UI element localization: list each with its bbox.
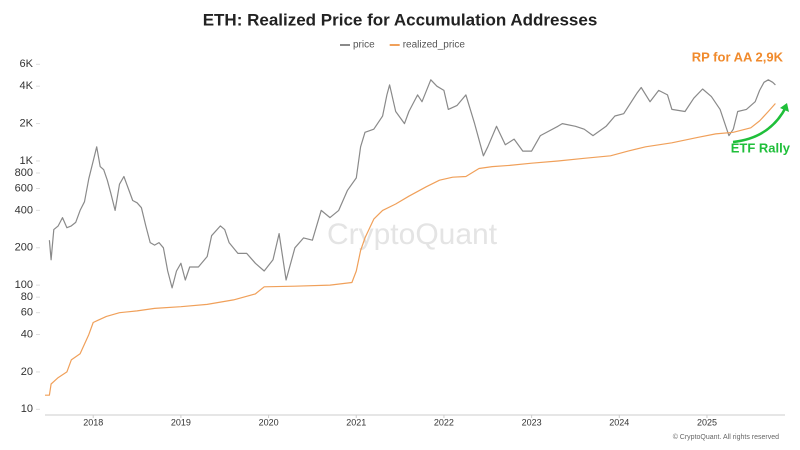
series-line [45, 103, 776, 396]
y-tick-label: 20 [21, 366, 33, 378]
y-tick-label: 400 [15, 204, 33, 216]
chart-title: ETH: Realized Price for Accumulation Add… [203, 10, 598, 29]
x-tick-label: 2025 [697, 417, 717, 427]
etf-rally-arrow [732, 106, 788, 144]
x-tick-label: 2023 [522, 417, 542, 427]
y-tick-label: 1K [20, 155, 34, 167]
x-tick-label: 2018 [83, 417, 103, 427]
watermark: CryptoQuant [327, 218, 498, 251]
y-tick-label: 6K [20, 58, 34, 70]
y-tick-label: 10 [21, 403, 33, 415]
y-tick-label: 4K [20, 80, 34, 92]
y-tick-label: 80 [21, 291, 33, 303]
legend: price realized_price [340, 40, 465, 51]
y-tick-label: 60 [21, 307, 33, 319]
x-tick-label: 2022 [434, 417, 454, 427]
y-tick-label: 40 [21, 328, 33, 340]
etf-rally-arrowhead [780, 103, 789, 112]
x-tick-label: 2024 [609, 417, 629, 427]
y-tick-label: 100 [15, 279, 33, 291]
annotation: RP for AA 2,9K [692, 49, 784, 64]
x-tick-label: 2021 [346, 417, 366, 427]
y-tick-label: 800 [15, 167, 33, 179]
y-tick-label: 2K [20, 117, 34, 129]
legend-label: realized_price [403, 40, 466, 51]
legend-label: price [353, 40, 375, 51]
y-tick-label: 200 [15, 242, 33, 254]
footer: © CryptoQuant. All rights reserved [673, 433, 779, 441]
series-line [48, 79, 776, 289]
annotation: ETF Rally [731, 140, 791, 155]
x-tick-label: 2020 [259, 417, 279, 427]
y-tick-label: 600 [15, 182, 33, 194]
x-tick-label: 2019 [171, 417, 191, 427]
